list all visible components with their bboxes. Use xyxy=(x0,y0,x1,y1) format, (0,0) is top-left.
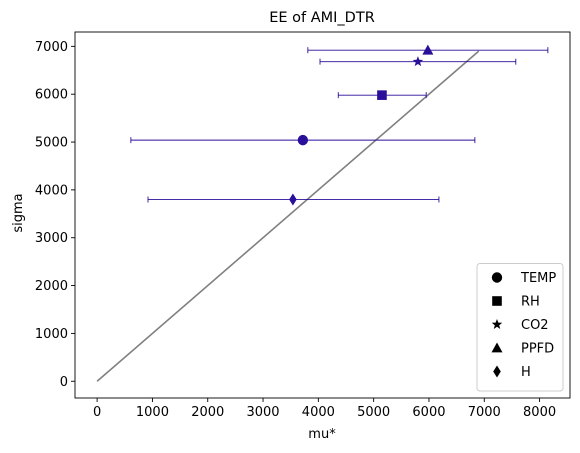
legend: TEMP RH CO2 PPFD H xyxy=(477,264,563,392)
x-axis-label: mu* xyxy=(308,427,336,442)
x-tick-label: 6000 xyxy=(412,405,445,420)
y-tick-label: 7000 xyxy=(35,40,68,55)
legend-label-temp: TEMP xyxy=(520,271,556,286)
legend-marker-rh xyxy=(492,296,502,306)
x-tick-label: 7000 xyxy=(468,405,501,420)
data-point-rh xyxy=(377,90,387,100)
x-tick-label: 8000 xyxy=(523,405,556,420)
y-tick-label: 5000 xyxy=(35,136,68,151)
legend-label-h: H xyxy=(521,365,531,380)
y-axis-label: sigma xyxy=(11,193,26,232)
x-tick-label: 5000 xyxy=(357,405,390,420)
y-tick-label: 1000 xyxy=(35,327,68,342)
y-tick-label: 6000 xyxy=(35,88,68,103)
y-tick-label: 3000 xyxy=(35,231,68,246)
y-tick-label: 4000 xyxy=(35,183,68,198)
legend-label-ppfd: PPFD xyxy=(521,342,554,357)
data-point-temp xyxy=(298,135,308,145)
x-tick-label: 4000 xyxy=(302,405,335,420)
chart-title: EE of AMI_DTR xyxy=(269,10,375,26)
y-tick-label: 0 xyxy=(60,375,68,390)
legend-marker-temp xyxy=(492,272,502,282)
y-tick-label: 2000 xyxy=(35,279,68,294)
x-tick-label: 1000 xyxy=(136,405,169,420)
x-tick-label: 3000 xyxy=(246,405,279,420)
x-tick-label: 0 xyxy=(93,405,101,420)
x-tick-label: 2000 xyxy=(191,405,224,420)
legend-label-co2: CO2 xyxy=(521,318,549,333)
legend-label-rh: RH xyxy=(521,295,540,310)
